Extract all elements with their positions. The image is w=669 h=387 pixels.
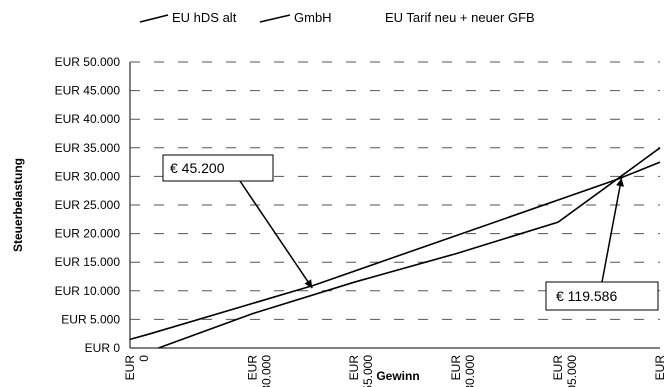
x-tick-label: EUR105.000: [551, 355, 579, 387]
x-tick-label: EUR0: [123, 355, 151, 381]
y-tick-label: EUR 5.000: [61, 312, 120, 326]
callout-45200-arrow: [239, 180, 313, 289]
legend-label-gmbh: GmbH: [294, 10, 332, 25]
y-tick-label: EUR 50.000: [55, 55, 121, 69]
x-tick-label: EUR80.000: [449, 355, 477, 387]
y-tick-labels: EUR 0 EUR 5.000 EUR 10.000 EUR 15.000 EUR 20…: [55, 55, 121, 355]
y-tick-label: EUR 30.000: [55, 169, 121, 183]
callout-119586: € 119.586: [545, 177, 659, 311]
callout-119586-label: € 119.586: [556, 288, 617, 304]
y-tick-label: EUR 15.000: [55, 255, 121, 269]
y-tick-label: EUR 35.000: [55, 141, 121, 155]
x-tick-labels: EUR0 EUR30.000 EUR55.000 EUR80.000 EUR105.00…: [123, 355, 669, 387]
legend: EU hDS alt GmbH EU Tarif neu + neuer GFB: [139, 10, 535, 25]
callout-119586-arrowhead: [616, 178, 624, 187]
x-tick-label: EUR130.000: [653, 355, 669, 387]
y-tick-label: EUR 0: [85, 341, 121, 355]
legend-label-eu-hds-alt: EU hDS alt: [172, 10, 237, 25]
y-tick-label: EUR 45.000: [55, 84, 121, 98]
y-axis-title: Steuerbelastung: [11, 158, 25, 252]
callout-45200-label: € 45.200: [170, 160, 225, 176]
legend-label-eu-tarif-neu: EU Tarif neu + neuer GFB: [385, 10, 535, 25]
series-line-1: [158, 147, 661, 349]
series-line-0: [129, 161, 661, 341]
legend-line-gmbh: [259, 14, 291, 23]
callout-119586-box: [545, 281, 659, 311]
y-tick-label: EUR 40.000: [55, 112, 121, 126]
callout-45200: € 45.200: [162, 154, 313, 289]
y-tick-label: EUR 25.000: [55, 198, 121, 212]
callout-119586-arrow: [601, 177, 623, 283]
y-tick-label: EUR 20.000: [55, 227, 121, 241]
legend-line-eu-hds-alt: [139, 14, 169, 23]
callout-45200-box: [162, 154, 274, 182]
x-axis-title: Gewinn: [376, 369, 419, 383]
series-layer: [129, 147, 661, 349]
y-tick-label: EUR 10.000: [55, 284, 121, 298]
x-tick-label: EUR55.000: [347, 355, 375, 387]
x-tick-label: EUR30.000: [245, 355, 273, 387]
grid-layer: [130, 61, 660, 320]
callout-45200-arrowhead: [304, 279, 313, 289]
